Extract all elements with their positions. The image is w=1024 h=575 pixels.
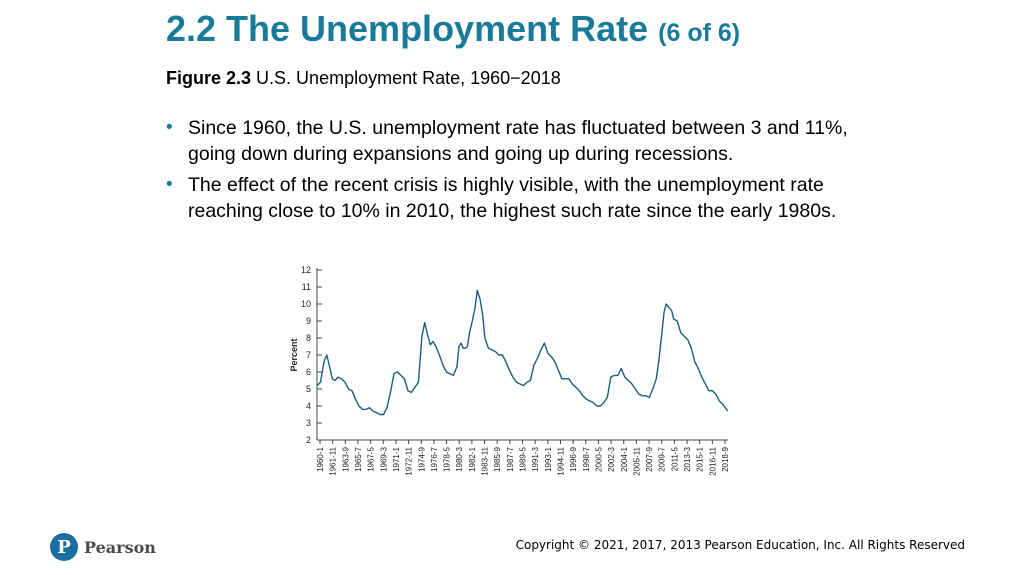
x-tick-label: 2009-7 [658,446,667,471]
slide-title-text: 2.2 The Unemployment Rate [166,8,649,49]
x-tick-label: 1976-7 [430,446,439,471]
x-tick-label: 1994-11 [556,446,565,475]
x-tick-label: 1993-1 [544,446,553,471]
y-tick-label: 4 [306,401,311,411]
slide-title-subtitle: (6 of 6) [658,19,741,47]
x-tick-label: 1978-5 [443,446,452,471]
x-tick-label: 2011-5 [670,446,679,471]
y-tick-label: 7 [306,350,311,360]
y-axis-label: Percent [289,338,299,371]
bullet-icon: • [166,117,173,138]
bullet-text: Since 1960, the U.S. unemployment rate h… [188,117,848,165]
x-tick-label: 2015-1 [696,446,705,471]
slide-title: 2.2 The Unemployment Rate (6 of 6) [166,8,740,50]
x-tick-label: 1961-11 [329,446,338,475]
x-tick-label: 2007-9 [645,446,654,471]
y-tick-label: 2 [306,435,311,445]
x-tick-label: 2004-1 [620,446,629,471]
x-tick-label: 2016-11 [708,446,717,475]
unemployment-rate-line [316,289,729,416]
bullet-item: • The effect of the recent crisis is high… [166,172,856,224]
x-tick-label: 1960-1 [316,446,325,471]
bullet-text: The effect of the recent crisis is highl… [188,174,837,222]
bullet-icon: • [166,174,173,195]
x-tick-label: 1987-7 [506,446,515,471]
figure-caption: Figure 2.3 U.S. Unemployment Rate, 1960−… [166,68,561,89]
copyright-notice: Copyright © 2021, 2017, 2013 Pearson Edu… [515,538,965,552]
x-tick-label: 1971-1 [392,446,401,471]
figure-label: Figure 2.3 [166,68,252,88]
x-tick-label: 1980-3 [455,446,464,471]
x-tick-label: 2002-3 [607,446,616,471]
x-tick-label: 2000-5 [594,446,603,471]
chart-svg: 2 3 4 5 6 7 8 9 10 11 12 Percent 1960-1 1961-11 1963-9… [289,265,730,476]
y-tick-label: 6 [306,367,311,377]
x-tick-label: 2018-9 [721,446,730,471]
x-tick-label: 1969-3 [379,446,388,471]
y-tick-label: 3 [306,418,311,428]
x-tick-label: 2005-11 [632,446,641,475]
x-tick-label: 2013-3 [683,446,692,471]
pearson-logo-icon: P [50,533,78,561]
y-tick-label: 11 [302,282,311,292]
pearson-logo-text: Pearson [84,537,156,557]
y-tick-label: 8 [306,333,311,343]
bullet-item: • Since 1960, the U.S. unemployment rate … [166,115,856,167]
y-tick-label: 12 [301,265,311,275]
x-tick-label: 1985-9 [493,446,502,471]
x-tick-label: 1989-5 [519,446,528,471]
figure-title: U.S. Unemployment Rate, 1960−2018 [256,68,561,88]
x-tick-label: 1996-9 [569,446,578,471]
unemployment-chart: 2 3 4 5 6 7 8 9 10 11 12 Percent 1960-1 1961-11 1963-9… [284,256,744,488]
y-tick-label: 5 [306,384,311,394]
x-tick-label: 1965-7 [354,446,363,471]
x-tick-label: 1983-11 [481,446,490,475]
x-tick-label: 1998-7 [582,446,591,471]
x-tick-label: 1967-5 [367,446,376,471]
x-tick-label: 1991-3 [531,446,540,471]
x-tick-label: 1972-11 [405,446,414,475]
pearson-logo: P Pearson [50,533,156,561]
x-tick-label: 1963-9 [341,446,350,471]
y-tick-label: 9 [306,316,311,326]
x-tick-label: 1974-9 [417,446,426,471]
x-tick-label: 1982-1 [468,446,477,471]
y-tick-label: 10 [301,299,311,309]
bullet-list: • Since 1960, the U.S. unemployment rate … [166,115,856,229]
